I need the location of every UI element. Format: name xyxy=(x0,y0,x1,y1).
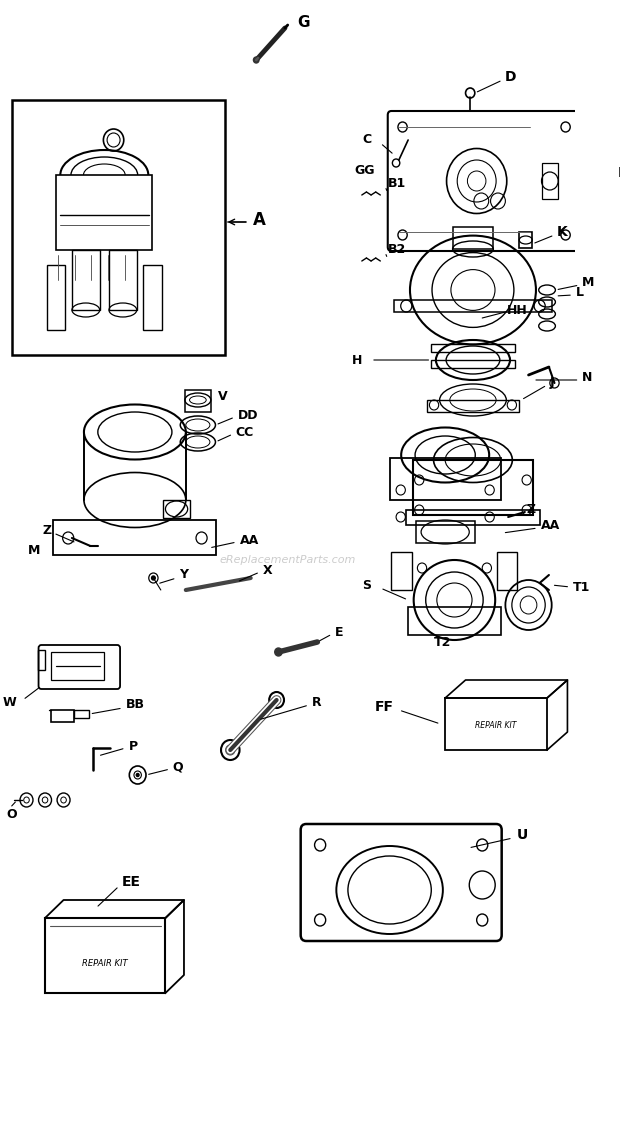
Text: W: W xyxy=(2,696,16,709)
Bar xyxy=(53,520,216,555)
Bar xyxy=(185,390,211,412)
Circle shape xyxy=(151,576,155,580)
Text: C: C xyxy=(362,132,371,146)
Text: AA: AA xyxy=(541,519,560,531)
Bar xyxy=(45,918,166,993)
Text: Y: Y xyxy=(179,568,188,580)
Text: CC: CC xyxy=(235,426,253,438)
Text: M: M xyxy=(29,544,41,556)
Bar xyxy=(51,652,104,681)
Text: B2: B2 xyxy=(388,242,406,256)
Bar xyxy=(56,175,153,250)
FancyBboxPatch shape xyxy=(301,824,502,941)
Bar xyxy=(432,344,515,352)
Text: B1: B1 xyxy=(388,176,406,190)
Text: N: N xyxy=(582,371,593,384)
Bar xyxy=(391,552,412,589)
Text: L: L xyxy=(576,286,584,298)
Text: K: K xyxy=(556,225,567,239)
Text: T2: T2 xyxy=(434,635,451,649)
Bar xyxy=(47,265,66,330)
Text: H: H xyxy=(352,354,362,366)
Bar xyxy=(389,457,501,500)
Bar xyxy=(445,698,547,750)
Text: REPAIR KIT: REPAIR KIT xyxy=(476,721,517,731)
Bar xyxy=(520,232,532,248)
Circle shape xyxy=(275,648,282,655)
Text: R: R xyxy=(312,695,321,709)
Text: A: A xyxy=(252,211,265,229)
Bar xyxy=(497,552,518,589)
Text: AA: AA xyxy=(239,534,259,546)
Text: Z: Z xyxy=(526,503,536,516)
Text: X: X xyxy=(263,563,272,577)
Text: D: D xyxy=(505,71,516,84)
Text: P: P xyxy=(128,740,138,752)
Text: HH: HH xyxy=(507,304,528,316)
Text: V: V xyxy=(218,389,228,403)
Text: BB: BB xyxy=(126,699,144,711)
Bar xyxy=(415,521,475,543)
Text: M: M xyxy=(582,275,595,289)
Bar xyxy=(408,607,501,635)
Bar xyxy=(74,710,89,718)
Text: Z: Z xyxy=(42,523,51,536)
Bar xyxy=(38,650,45,670)
Bar xyxy=(394,300,552,312)
Bar xyxy=(413,460,533,516)
Bar xyxy=(162,500,190,518)
Circle shape xyxy=(254,57,259,63)
Bar xyxy=(109,250,137,310)
Text: GG: GG xyxy=(355,164,375,176)
FancyBboxPatch shape xyxy=(388,112,580,251)
Text: FF: FF xyxy=(375,700,394,714)
Bar xyxy=(12,100,224,355)
Text: eReplacementParts.com: eReplacementParts.com xyxy=(219,555,356,564)
FancyBboxPatch shape xyxy=(38,645,120,688)
Bar xyxy=(541,163,558,199)
Text: REPAIR KIT: REPAIR KIT xyxy=(82,958,128,967)
Text: E: E xyxy=(335,626,343,638)
Bar xyxy=(432,360,515,368)
Bar xyxy=(406,510,539,525)
Text: U: U xyxy=(516,828,528,842)
Bar xyxy=(72,250,100,310)
Circle shape xyxy=(136,774,139,776)
Text: T1: T1 xyxy=(573,580,590,594)
Text: DD: DD xyxy=(237,409,258,421)
Bar xyxy=(143,265,162,330)
Bar xyxy=(453,226,494,249)
Text: O: O xyxy=(6,808,17,820)
Bar xyxy=(51,710,74,721)
Text: G: G xyxy=(297,15,309,30)
Bar xyxy=(427,399,520,412)
Text: Q: Q xyxy=(173,760,184,774)
Text: S: S xyxy=(362,578,371,592)
Text: J: J xyxy=(550,376,554,388)
Text: F: F xyxy=(618,166,620,180)
Text: EE: EE xyxy=(122,875,141,889)
